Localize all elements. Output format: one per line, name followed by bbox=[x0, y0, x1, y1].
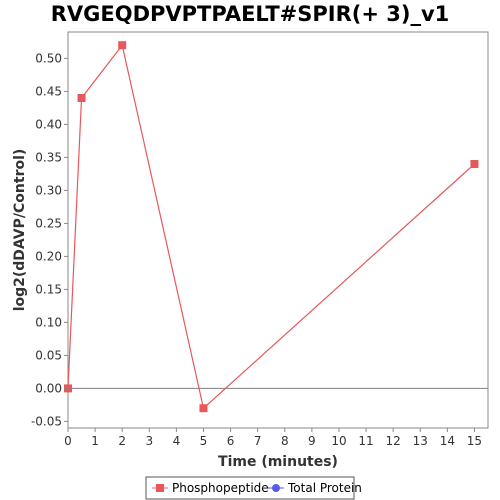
y-tick-label: 0.00 bbox=[35, 381, 62, 395]
y-tick-label: 0.30 bbox=[35, 183, 62, 197]
data-point bbox=[118, 41, 127, 50]
x-tick-label: 1 bbox=[91, 434, 99, 448]
legend: Phosphopeptide Total Protein bbox=[145, 476, 362, 500]
y-tick-label: 0.20 bbox=[35, 249, 62, 263]
legend-label: Total Protein bbox=[287, 481, 362, 495]
x-tick-label: 4 bbox=[173, 434, 181, 448]
x-tick-label: 2 bbox=[118, 434, 126, 448]
data-point bbox=[77, 94, 86, 102]
plot-frame bbox=[67, 31, 489, 429]
x-tick-label: 14 bbox=[440, 434, 455, 448]
axes-layer: 0 1 2 3 4 5 6 7 8 9 10 11 12 13 14 15-0.050.000.050.100… bbox=[31, 51, 482, 448]
x-tick-label: 15 bbox=[467, 434, 482, 448]
y-axis-title: log2(dDAVP/Control) bbox=[12, 149, 28, 312]
y-tick-label: 0.40 bbox=[35, 117, 62, 131]
legend-marker-square bbox=[156, 484, 164, 492]
x-tick-label: 10 bbox=[331, 434, 346, 448]
data-point bbox=[470, 160, 479, 168]
plot-area bbox=[67, 31, 489, 429]
y-tick-label: 0.05 bbox=[35, 348, 62, 362]
x-tick-label: 13 bbox=[413, 434, 428, 448]
data-point bbox=[199, 404, 208, 413]
x-tick-label: 8 bbox=[281, 434, 289, 448]
legend-marker-circle bbox=[272, 484, 280, 492]
chart-title: RVGEQDPVPTPAELT#SPIR(+ 3)_v1 bbox=[50, 2, 450, 26]
y-tick-label: 0.45 bbox=[35, 84, 62, 98]
x-tick-label: 11 bbox=[358, 434, 373, 448]
x-tick-label: 9 bbox=[308, 434, 316, 448]
x-tick-label: 5 bbox=[200, 434, 208, 448]
x-tick-label: 7 bbox=[254, 434, 262, 448]
x-tick-label: 3 bbox=[145, 434, 153, 448]
y-tick-label: 0.50 bbox=[35, 51, 62, 65]
y-tick-label: 0.25 bbox=[35, 216, 62, 230]
y-tick-label: 0.35 bbox=[35, 150, 62, 164]
x-tick-label: 12 bbox=[386, 434, 401, 448]
x-tick-label: 0 bbox=[64, 434, 72, 448]
y-tick-label: 0.15 bbox=[35, 282, 62, 296]
x-tick-label: 6 bbox=[227, 434, 235, 448]
x-axis-title: Time (minutes) bbox=[218, 454, 338, 470]
y-tick-label: -0.05 bbox=[31, 414, 62, 428]
legend-label: Phosphopeptide bbox=[172, 481, 269, 495]
y-tick-label: 0.10 bbox=[35, 315, 62, 329]
legend-box bbox=[145, 476, 355, 500]
